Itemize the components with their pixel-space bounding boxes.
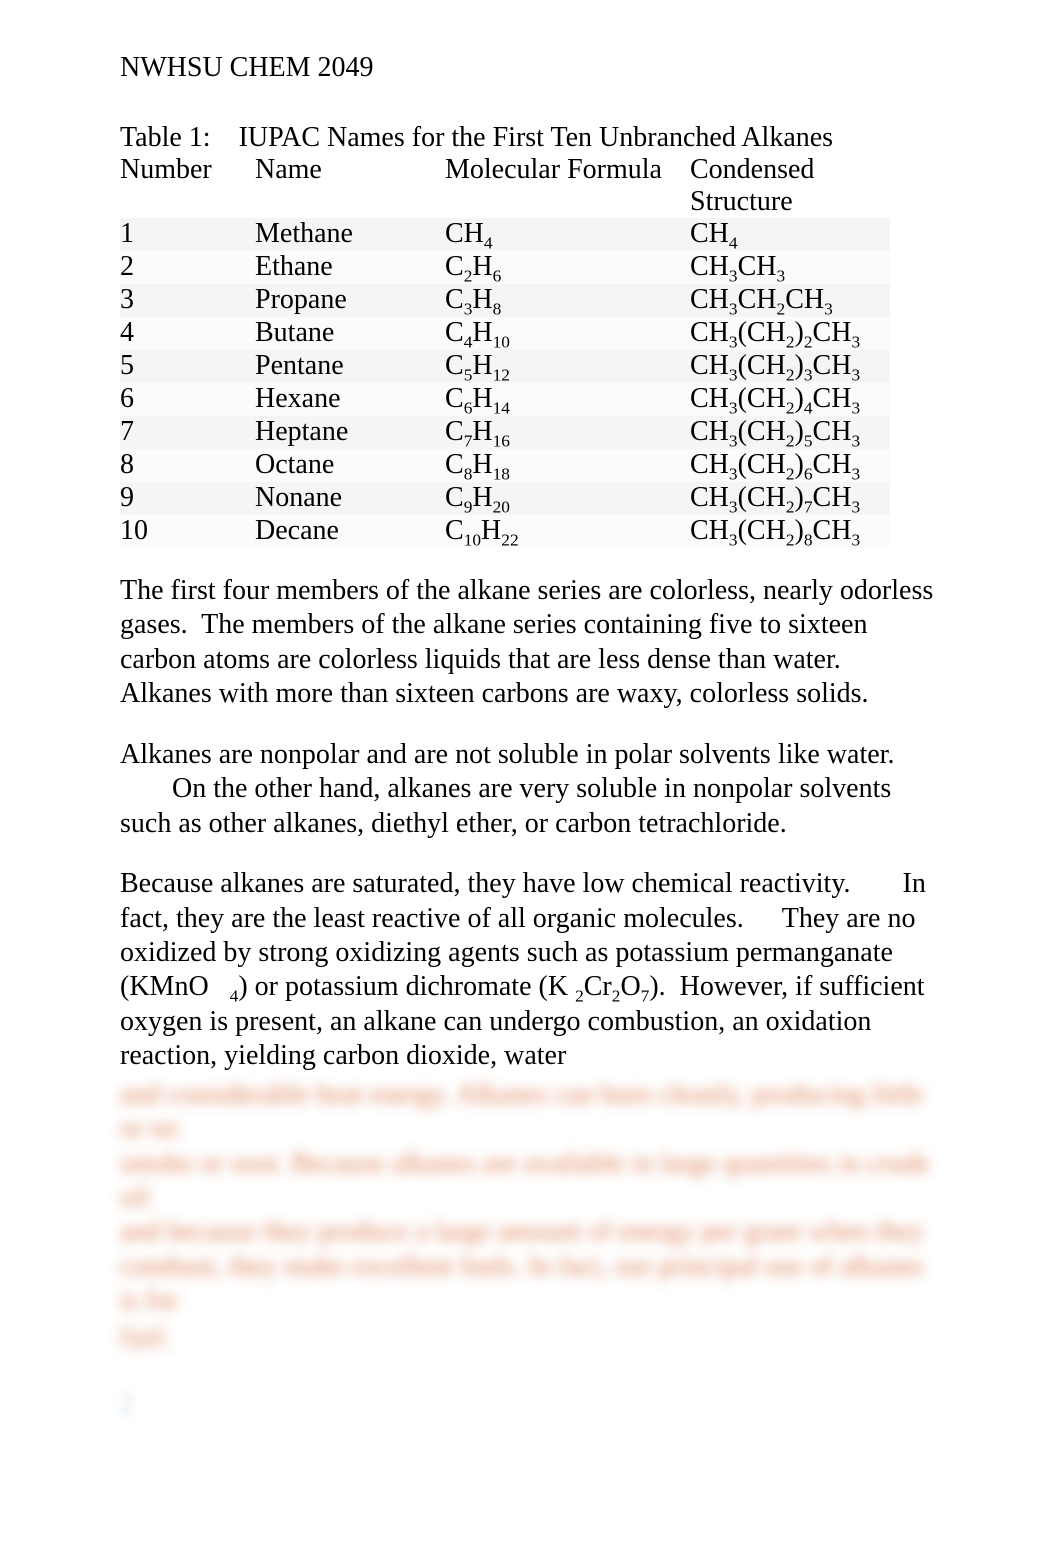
col-condensed-l2: Structure: [690, 186, 793, 217]
cell-number: 3: [120, 284, 255, 317]
cell-number: 9: [120, 482, 255, 515]
cell-condensed: CH3(CH2)6CH3: [690, 449, 890, 482]
cell-number: 6: [120, 383, 255, 416]
cell-formula: CH4: [445, 218, 690, 251]
cell-formula: C2H6: [445, 251, 690, 284]
table-row: 2EthaneC2H6CH3CH3: [120, 251, 890, 284]
cell-number: 10: [120, 515, 255, 548]
col-formula: Molecular Formula: [445, 154, 690, 218]
table-row: 4ButaneC4H10CH3(CH2)2CH3: [120, 317, 890, 350]
cell-condensed: CH3(CH2)7CH3: [690, 482, 890, 515]
cell-number: 4: [120, 317, 255, 350]
table-row: 9NonaneC9H20CH3(CH2)7CH3: [120, 482, 890, 515]
col-condensed: Condensed Structure: [690, 154, 890, 218]
cell-number: 5: [120, 350, 255, 383]
cell-formula: C9H20: [445, 482, 690, 515]
cell-formula: C8H18: [445, 449, 690, 482]
cell-formula: C5H12: [445, 350, 690, 383]
table-row: 10DecaneC10H22CH3(CH2)8CH3: [120, 515, 890, 548]
cell-number: 8: [120, 449, 255, 482]
cell-condensed: CH3(CH2)5CH3: [690, 416, 890, 449]
course-header: NWHSU CHEM 2049: [120, 52, 942, 84]
blurred-lines: and considerable heat energy. Alkanes ca…: [120, 1078, 942, 1319]
table-row: 5PentaneC5H12CH3(CH2)3CH3: [120, 350, 890, 383]
blurred-preview: and considerable heat energy. Alkanes ca…: [120, 1078, 942, 1356]
cell-name: Nonane: [255, 482, 445, 515]
cell-number: 2: [120, 251, 255, 284]
cell-name: Butane: [255, 317, 445, 350]
cell-number: 7: [120, 416, 255, 449]
paragraph-2: Alkanes are nonpolar and are not soluble…: [120, 738, 942, 841]
blurred-last-line: fuel.: [120, 1321, 942, 1355]
cell-name: Methane: [255, 218, 445, 251]
cell-formula: C10H22: [445, 515, 690, 548]
paragraph-3: Because alkanes are saturated, they have…: [120, 867, 942, 1074]
cell-condensed: CH3CH3: [690, 251, 890, 284]
cell-condensed: CH4: [690, 218, 890, 251]
cell-condensed: CH3(CH2)2CH3: [690, 317, 890, 350]
table-caption-text: IUPAC Names for the First Ten Unbranched…: [239, 122, 834, 153]
cell-formula: C6H14: [445, 383, 690, 416]
cell-formula: C4H10: [445, 317, 690, 350]
table-caption-prefix: Table 1:: [120, 122, 211, 153]
cell-name: Octane: [255, 449, 445, 482]
cell-condensed: CH3CH2CH3: [690, 284, 890, 317]
cell-condensed: CH3(CH2)8CH3: [690, 515, 890, 548]
table-row: 3PropaneC3H8CH3CH2CH3: [120, 284, 890, 317]
table-row: 8OctaneC8H18CH3(CH2)6CH3: [120, 449, 890, 482]
col-number: Number: [120, 154, 255, 218]
table-caption: Table 1: IUPAC Names for the First Ten Un…: [120, 122, 942, 154]
col-name: Name: [255, 154, 445, 218]
cell-name: Pentane: [255, 350, 445, 383]
cell-name: Ethane: [255, 251, 445, 284]
cell-formula: C7H16: [445, 416, 690, 449]
alkanes-table: Number Name Molecular Formula Condensed …: [120, 154, 890, 548]
cell-name: Decane: [255, 515, 445, 548]
page-number: 2: [120, 1389, 134, 1421]
cell-condensed: CH3(CH2)3CH3: [690, 350, 890, 383]
cell-number: 1: [120, 218, 255, 251]
cell-condensed: CH3(CH2)4CH3: [690, 383, 890, 416]
col-condensed-l1: Condensed: [690, 154, 814, 185]
paragraph-1: The first four members of the alkane ser…: [120, 574, 942, 712]
cell-name: Propane: [255, 284, 445, 317]
cell-name: Heptane: [255, 416, 445, 449]
cell-formula: C3H8: [445, 284, 690, 317]
table-header-row: Number Name Molecular Formula Condensed …: [120, 154, 890, 218]
cell-name: Hexane: [255, 383, 445, 416]
table-row: 1MethaneCH4CH4: [120, 218, 890, 251]
table-row: 7HeptaneC7H16CH3(CH2)5CH3: [120, 416, 890, 449]
table-row: 6HexaneC6H14CH3(CH2)4CH3: [120, 383, 890, 416]
